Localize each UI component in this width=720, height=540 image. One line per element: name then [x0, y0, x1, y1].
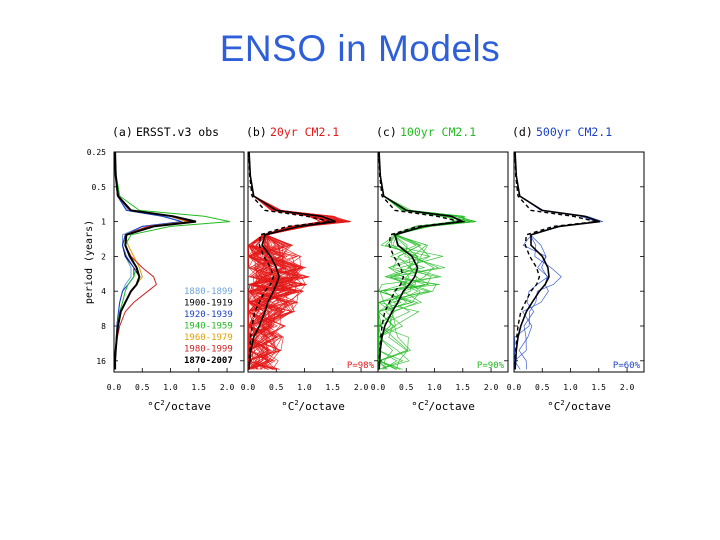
legend-entry: 1980-1999 [184, 345, 233, 355]
y-axis-label: period (years) [84, 220, 95, 304]
x-axis-label: °C2/octave [147, 399, 211, 413]
ensemble-curve [378, 151, 455, 370]
panel-label-name: 20yr CM2.1 [270, 125, 339, 139]
series-line [114, 151, 188, 370]
p-value-label: P=60% [613, 361, 641, 371]
x-tick-label: 1.0 [297, 383, 312, 392]
panel-label-name: 500yr CM2.1 [536, 125, 612, 139]
y-tick-label: 0.5 [92, 183, 107, 192]
y-tick-label: 2 [101, 252, 106, 261]
legend-entry: 1960-1979 [184, 333, 233, 343]
x-tick-label: 0.0 [371, 383, 386, 392]
series-line [514, 151, 597, 370]
x-tick-label: 0.0 [507, 383, 522, 392]
x-tick-label: 0.5 [399, 383, 414, 392]
p-value-label: P=90% [477, 361, 505, 371]
p-value-label: P=98% [347, 361, 375, 371]
panel-label-prefix: (b) [246, 125, 267, 139]
y-tick-label: 16 [96, 357, 106, 366]
x-tick-label: 0.5 [135, 383, 150, 392]
panel-frame [113, 151, 245, 373]
x-tick-label: 1.5 [192, 383, 207, 392]
series-line [378, 151, 466, 370]
ensemble-curve [514, 151, 599, 370]
x-axis-label: °C2/octave [411, 399, 475, 413]
x-tick-label: 2.0 [620, 383, 635, 392]
panel-label-prefix: (a) [112, 125, 133, 139]
legend-entry: 1870-2007 [184, 356, 233, 366]
series-line [378, 151, 461, 370]
panel-frame [513, 151, 645, 373]
ensemble-curve [514, 151, 597, 370]
y-tick-label: 8 [101, 322, 106, 331]
legend-entry: 1880-1899 [184, 287, 233, 297]
x-tick-label: 1.5 [592, 383, 607, 392]
panel-frame [377, 151, 509, 373]
x-tick-label: 1.0 [427, 383, 442, 392]
y-tick-label: 4 [101, 287, 106, 296]
series-line [248, 151, 336, 370]
x-tick-label: 2.0 [354, 383, 369, 392]
x-tick-label: 1.0 [563, 383, 578, 392]
series-line [114, 151, 188, 370]
x-axis-label: °C2/octave [281, 399, 345, 413]
x-tick-label: 0.5 [269, 383, 284, 392]
legend-entry: 1920-1939 [184, 310, 233, 320]
legend-entry: 1900-1919 [184, 299, 233, 309]
x-tick-label: 1.0 [163, 383, 178, 392]
legend-entry: 1940-1959 [184, 322, 233, 332]
panel-label-name: ERSST.v3 obs [136, 125, 219, 139]
slide-title: ENSO in Models [219, 28, 501, 69]
x-tick-label: 0.5 [535, 383, 550, 392]
y-tick-label: 1 [101, 218, 106, 227]
x-tick-label: 0.0 [241, 383, 256, 392]
ensemble-curve [514, 151, 603, 370]
y-tick-label: 0.25 [87, 148, 106, 157]
x-tick-label: 0.0 [107, 383, 122, 392]
series-line [114, 151, 182, 370]
panel-label-prefix: (c) [376, 125, 397, 139]
ensemble-curve [378, 151, 456, 370]
x-tick-label: 2.0 [220, 383, 235, 392]
panel-label-name: 100yr CM2.1 [400, 125, 476, 139]
series-line [114, 151, 182, 370]
x-axis-label: °C2/octave [547, 399, 611, 413]
panel-label-prefix: (d) [512, 125, 533, 139]
x-tick-label: 1.5 [326, 383, 341, 392]
x-tick-label: 1.5 [456, 383, 471, 392]
series-line [514, 151, 601, 370]
x-tick-label: 2.0 [484, 383, 499, 392]
ensemble-curve [378, 151, 455, 370]
series-line [114, 151, 191, 370]
series-line [114, 151, 197, 370]
series-line [248, 151, 331, 370]
